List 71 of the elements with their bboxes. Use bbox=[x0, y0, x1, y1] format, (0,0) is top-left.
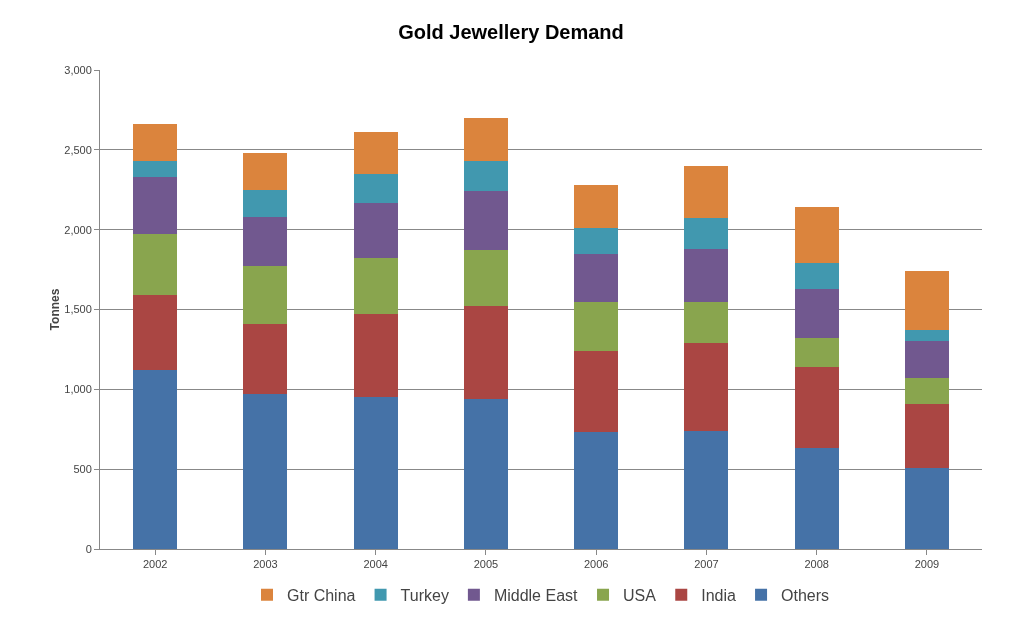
bar bbox=[904, 467, 949, 549]
bar bbox=[904, 330, 949, 342]
legend-label: USA bbox=[623, 586, 657, 604]
y-tick-label: 3,000 bbox=[64, 63, 92, 76]
bar bbox=[574, 301, 619, 352]
bar bbox=[574, 228, 619, 254]
bar bbox=[794, 263, 839, 289]
bar bbox=[684, 218, 729, 249]
bar bbox=[463, 117, 508, 162]
x-tick-label: 2004 bbox=[363, 558, 388, 571]
bar bbox=[243, 216, 288, 267]
y-tick-label: 1,000 bbox=[64, 383, 92, 396]
y-tick-label: 500 bbox=[73, 463, 92, 476]
x-tick-label: 2003 bbox=[253, 558, 278, 571]
legend-label: Gtr China bbox=[287, 586, 356, 604]
bar bbox=[353, 397, 398, 549]
bar bbox=[904, 403, 949, 468]
bar bbox=[794, 207, 839, 264]
x-tick-label: 2007 bbox=[694, 558, 719, 571]
legend-label: Turkey bbox=[400, 586, 449, 604]
bar bbox=[463, 306, 508, 399]
bar bbox=[794, 338, 839, 367]
bar bbox=[353, 314, 398, 398]
bar bbox=[133, 295, 178, 371]
bar bbox=[353, 258, 398, 315]
bar bbox=[684, 248, 729, 302]
chart-title: Gold Jewellery Demand bbox=[398, 21, 624, 44]
bar bbox=[574, 253, 619, 302]
y-tick-label: 0 bbox=[85, 542, 92, 555]
bar bbox=[133, 176, 178, 235]
bar bbox=[463, 250, 508, 307]
y-axis-title: Tonnes bbox=[48, 288, 63, 331]
x-tick-label: 2006 bbox=[583, 558, 609, 571]
x-tick-label: 2008 bbox=[804, 558, 829, 571]
bar bbox=[133, 370, 178, 549]
bar bbox=[243, 153, 288, 190]
legend-label: India bbox=[701, 586, 737, 604]
bar bbox=[133, 161, 178, 177]
bar bbox=[243, 394, 288, 549]
bar bbox=[684, 165, 729, 219]
bar bbox=[463, 161, 508, 192]
bar bbox=[684, 343, 729, 431]
bar bbox=[353, 202, 398, 259]
y-tick-label: 2,000 bbox=[64, 223, 92, 236]
bar bbox=[243, 266, 288, 324]
bar bbox=[904, 341, 949, 379]
legend-label: Middle East bbox=[493, 586, 579, 604]
x-tick-label: 2002 bbox=[142, 558, 168, 571]
bar bbox=[353, 132, 398, 174]
bar bbox=[684, 301, 729, 344]
y-tick-label: 2,500 bbox=[64, 143, 92, 156]
bar bbox=[574, 351, 619, 433]
x-tick-label: 2005 bbox=[473, 558, 499, 571]
bar bbox=[684, 430, 729, 549]
bar bbox=[353, 173, 398, 203]
bar bbox=[243, 189, 288, 217]
bar bbox=[794, 448, 839, 549]
bar bbox=[243, 323, 288, 395]
y-tick-label: 1,500 bbox=[64, 303, 92, 316]
bar bbox=[463, 398, 508, 549]
bar bbox=[574, 184, 619, 229]
bar bbox=[904, 271, 949, 331]
bar bbox=[463, 191, 508, 251]
bar bbox=[794, 366, 839, 449]
x-tick-label: 2009 bbox=[914, 558, 940, 571]
bar bbox=[133, 124, 178, 162]
bar bbox=[794, 288, 839, 339]
bar bbox=[133, 234, 178, 296]
bar bbox=[904, 378, 949, 404]
legend-label: Others bbox=[781, 586, 830, 604]
bar bbox=[574, 432, 619, 549]
